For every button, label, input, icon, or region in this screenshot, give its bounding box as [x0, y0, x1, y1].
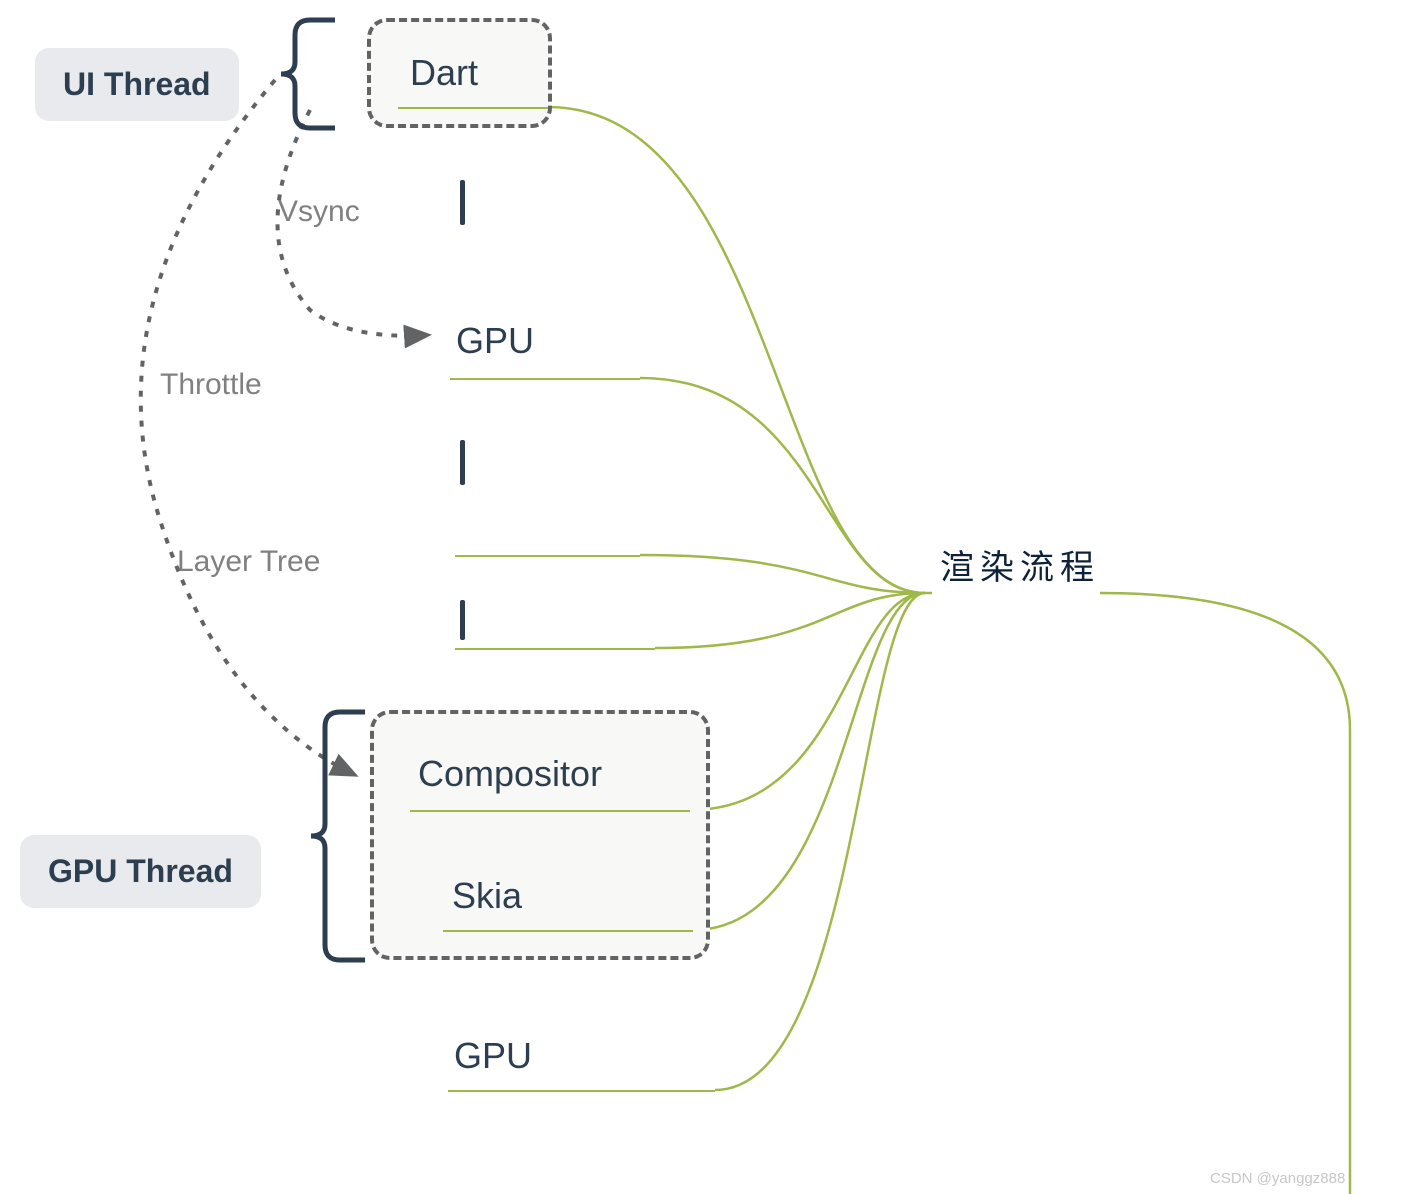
dotted-arrows	[141, 80, 428, 775]
skia-label: Skia	[452, 875, 522, 917]
separator-bar	[460, 440, 465, 485]
separator-bar	[460, 600, 465, 640]
layer-tree-label: Layer Tree	[177, 545, 320, 579]
ui-thread-pill: UI Thread	[35, 48, 239, 121]
underline	[448, 1090, 715, 1092]
watermark: CSDN @yanggz888	[1210, 1170, 1345, 1187]
underline	[410, 810, 690, 812]
underline	[443, 930, 693, 932]
gpu-upper-label: GPU	[456, 320, 534, 362]
diagram-title: 渲染流程	[940, 540, 1100, 589]
brackets	[281, 20, 365, 960]
throttle-label: Throttle	[160, 368, 262, 402]
connector-layer	[0, 0, 1424, 1194]
vsync-label: Vsync	[278, 195, 360, 229]
underline	[398, 107, 548, 109]
gpu-thread-pill: GPU Thread	[20, 835, 261, 908]
underline	[450, 378, 640, 380]
compositor-box	[370, 710, 710, 960]
compositor-label: Compositor	[418, 753, 602, 795]
ui-thread-label: UI Thread	[63, 66, 211, 102]
convergence-curves	[548, 107, 1350, 1194]
dart-label: Dart	[410, 52, 478, 94]
gpu-thread-label: GPU Thread	[48, 853, 233, 889]
gpu-lower-label: GPU	[454, 1035, 532, 1077]
underline	[455, 648, 655, 650]
separator-bar	[460, 180, 465, 225]
underline	[455, 555, 640, 557]
